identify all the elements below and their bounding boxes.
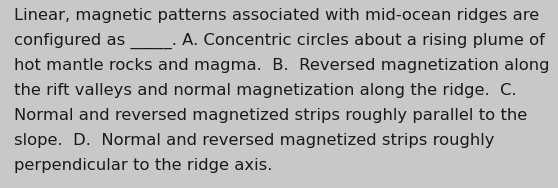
Text: slope.  D.  Normal and reversed magnetized strips roughly: slope. D. Normal and reversed magnetized… — [14, 133, 494, 148]
Text: perpendicular to the ridge axis.: perpendicular to the ridge axis. — [14, 158, 272, 173]
Text: Linear, magnetic patterns associated with mid-ocean ridges are: Linear, magnetic patterns associated wit… — [14, 8, 539, 23]
Text: Normal and reversed magnetized strips roughly parallel to the: Normal and reversed magnetized strips ro… — [14, 108, 527, 123]
Text: the rift valleys and normal magnetization along the ridge.  C.: the rift valleys and normal magnetizatio… — [14, 83, 517, 98]
Text: configured as _____. A. Concentric circles about a rising plume of: configured as _____. A. Concentric circl… — [14, 33, 545, 49]
Text: hot mantle rocks and magma.  B.  Reversed magnetization along: hot mantle rocks and magma. B. Reversed … — [14, 58, 550, 73]
